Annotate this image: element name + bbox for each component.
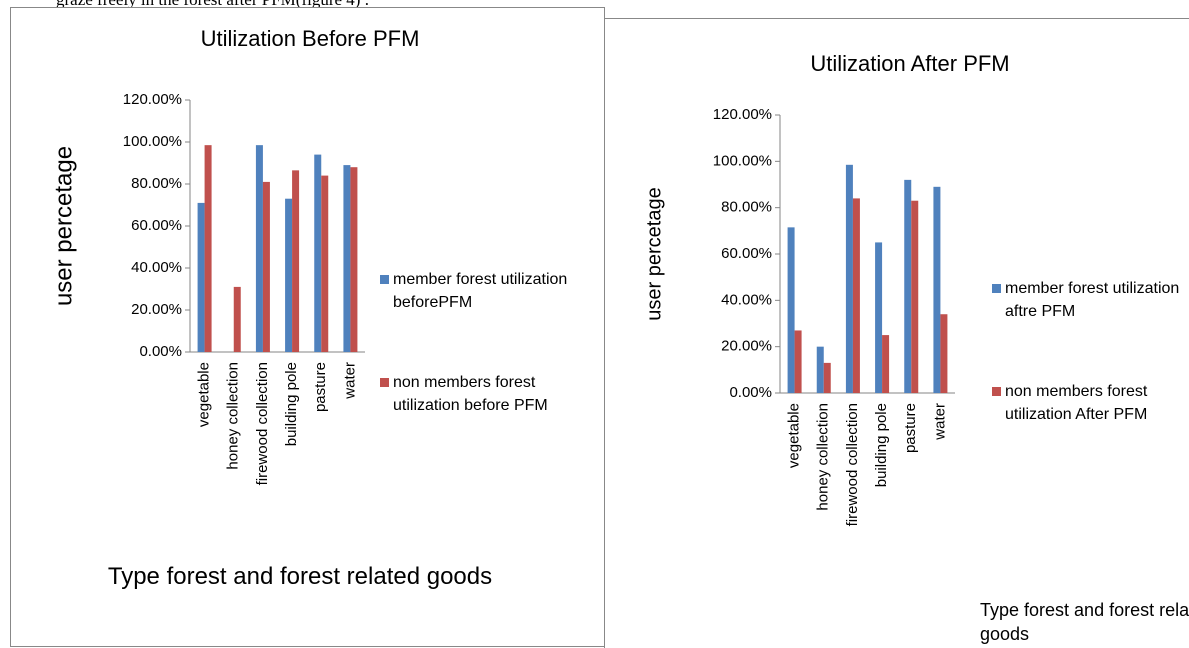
header-text: graze freely in the forest after PFM(fig… — [56, 0, 369, 10]
x-tick-label: pasture — [312, 362, 329, 412]
legend-swatch — [992, 387, 1001, 396]
y-tick-label: 20.00% — [721, 338, 772, 355]
bar — [933, 186, 941, 393]
y-axis-label: user percetage — [50, 146, 77, 306]
legend-label: non members forest utilization After PFM — [1005, 383, 1148, 423]
bar — [845, 164, 853, 393]
x-tick-label: vegetable — [786, 403, 803, 468]
x-tick-label: honey collection — [225, 362, 242, 470]
bar — [823, 362, 831, 393]
x-tick-label: pasture — [902, 403, 919, 453]
x-tick-label: building pole — [873, 403, 890, 487]
bar — [350, 167, 358, 352]
bar — [852, 198, 860, 393]
legend-swatch — [992, 284, 1001, 293]
bar — [204, 145, 212, 352]
y-tick-label: 80.00% — [131, 175, 182, 192]
bar — [911, 200, 919, 393]
x-axis-label: Type forest and forest related goods — [107, 563, 493, 590]
y-tick-label: 120.00% — [713, 106, 772, 123]
bar — [233, 286, 241, 352]
bar — [794, 330, 802, 393]
chart-frame — [604, 18, 1189, 648]
x-tick-label: firewood collection — [254, 362, 271, 485]
bar — [875, 242, 883, 393]
x-tick-label: vegetable — [196, 362, 213, 427]
y-tick-label: 40.00% — [721, 291, 772, 308]
chart-title: Utilization After PFM — [810, 51, 1009, 76]
y-tick-label: 100.00% — [123, 133, 182, 150]
bar — [285, 198, 293, 352]
y-tick-label: 40.00% — [131, 259, 182, 276]
bar — [343, 165, 351, 352]
bar — [197, 202, 205, 352]
bar — [882, 335, 890, 393]
legend-label: non members forest utilization before PF… — [393, 374, 548, 414]
y-tick-label: 60.00% — [131, 217, 182, 234]
x-tick-label: water — [931, 403, 948, 441]
y-tick-label: 20.00% — [131, 301, 182, 318]
legend-swatch — [380, 275, 389, 284]
bar — [787, 227, 795, 393]
y-axis-label: user percetage — [643, 187, 665, 320]
bar — [262, 181, 270, 352]
y-tick-label: 60.00% — [721, 245, 772, 262]
x-tick-label: firewood collection — [844, 403, 861, 526]
bar — [904, 179, 912, 393]
legend-label: member forest utilization beforePFM — [393, 271, 568, 311]
bar — [816, 346, 824, 393]
x-tick-label: honey collection — [815, 403, 832, 511]
chart-title: Utilization Before PFM — [201, 26, 420, 51]
x-tick-label: water — [341, 362, 358, 400]
x-axis-label: Type forest and forest related goods — [980, 600, 1189, 644]
legend-label: member forest utilization aftre PFM — [1005, 280, 1180, 320]
bar — [321, 175, 329, 352]
bar — [292, 170, 300, 352]
chart-frame — [10, 7, 605, 647]
bar — [255, 145, 263, 352]
bar — [940, 314, 948, 393]
y-tick-label: 0.00% — [729, 384, 772, 401]
y-tick-label: 120.00% — [123, 91, 182, 108]
y-tick-label: 100.00% — [713, 152, 772, 169]
bar — [314, 154, 322, 352]
legend-swatch — [380, 378, 389, 387]
y-tick-label: 80.00% — [721, 199, 772, 216]
y-tick-label: 0.00% — [139, 343, 182, 360]
x-tick-label: building pole — [283, 362, 300, 446]
